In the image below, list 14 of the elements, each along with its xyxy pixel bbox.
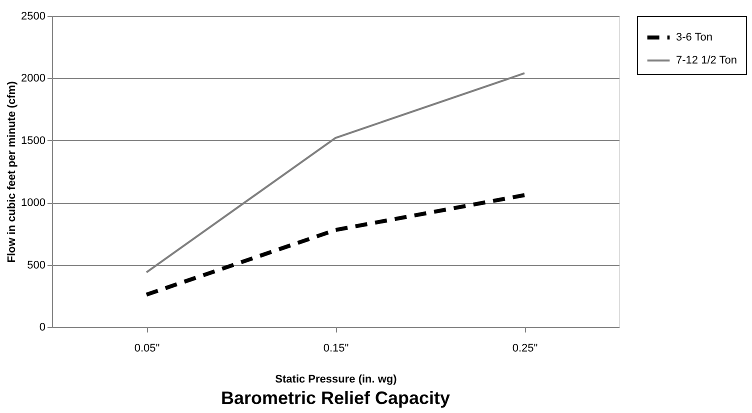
legend-label: 3-6 Ton [676, 32, 712, 44]
x-tick-label: 0.05" [134, 342, 160, 354]
y-tick-label: 2500 [21, 10, 46, 22]
x-tick-label: 0.25" [512, 342, 538, 354]
x-tick-label: 0.15" [323, 342, 349, 354]
y-tick-label: 500 [27, 259, 46, 272]
y-tick-label: 0 [39, 322, 46, 334]
legend-label: 7-12 1/2 Ton [676, 54, 737, 66]
x-axis-title: Static Pressure (in. wg) [275, 374, 398, 386]
text: Barometric Relief Capacity [220, 388, 450, 408]
y-axis-title: Flow in cubic feet per minute (cfm) [6, 80, 18, 263]
y-tick-label: 2000 [21, 72, 46, 85]
y-tick-label: 1500 [21, 134, 46, 147]
y-tick-label: 1000 [21, 197, 46, 210]
